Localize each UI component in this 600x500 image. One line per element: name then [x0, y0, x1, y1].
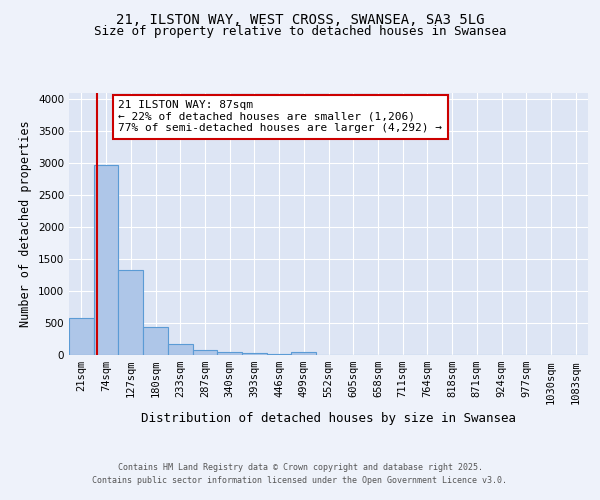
- Text: Contains public sector information licensed under the Open Government Licence v3: Contains public sector information licen…: [92, 476, 508, 485]
- Bar: [292, 352, 316, 355]
- X-axis label: Distribution of detached houses by size in Swansea: Distribution of detached houses by size …: [141, 412, 516, 425]
- Text: 21 ILSTON WAY: 87sqm
← 22% of detached houses are smaller (1,206)
77% of semi-de: 21 ILSTON WAY: 87sqm ← 22% of detached h…: [118, 100, 442, 134]
- Text: Contains HM Land Registry data © Crown copyright and database right 2025.: Contains HM Land Registry data © Crown c…: [118, 464, 482, 472]
- Bar: [69, 318, 94, 355]
- Text: 21, ILSTON WAY, WEST CROSS, SWANSEA, SA3 5LG: 21, ILSTON WAY, WEST CROSS, SWANSEA, SA3…: [116, 12, 484, 26]
- Text: Size of property relative to detached houses in Swansea: Size of property relative to detached ho…: [94, 25, 506, 38]
- Bar: [143, 328, 168, 355]
- Y-axis label: Number of detached properties: Number of detached properties: [19, 120, 32, 327]
- Bar: [193, 350, 217, 355]
- Bar: [118, 270, 143, 355]
- Bar: [217, 352, 242, 355]
- Bar: [242, 353, 267, 355]
- Bar: [267, 354, 292, 355]
- Bar: [94, 165, 118, 355]
- Bar: [168, 344, 193, 355]
